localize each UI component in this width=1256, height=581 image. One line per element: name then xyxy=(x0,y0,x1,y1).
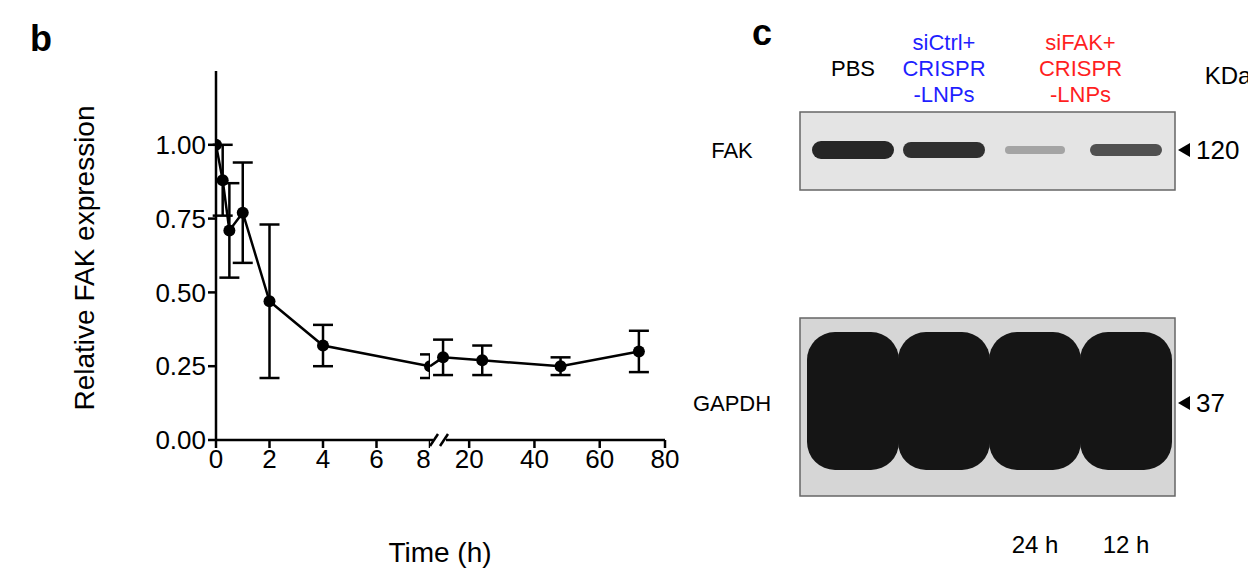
svg-text:GAPDH: GAPDH xyxy=(693,391,771,416)
svg-text:CRISPR: CRISPR xyxy=(1039,56,1122,81)
html-text:b: b xyxy=(30,18,52,59)
svg-text:KDa: KDa xyxy=(1205,62,1248,89)
svg-text:120: 120 xyxy=(1196,135,1239,165)
svg-text:0.50: 0.50 xyxy=(155,278,206,308)
svg-text:60: 60 xyxy=(585,444,614,474)
svg-text:FAK: FAK xyxy=(711,138,753,163)
svg-text:4: 4 xyxy=(316,444,330,474)
svg-text:0.75: 0.75 xyxy=(155,204,206,234)
svg-text:c: c xyxy=(752,12,772,53)
svg-text:siFAK+: siFAK+ xyxy=(1045,30,1115,55)
svg-text:siCtrl+: siCtrl+ xyxy=(913,30,976,55)
html-text:Relative FAK expression: Relative FAK expression xyxy=(69,105,100,411)
svg-text:1.00: 1.00 xyxy=(155,130,206,160)
svg-text:-LNPs: -LNPs xyxy=(913,82,974,107)
svg-text:6: 6 xyxy=(369,444,383,474)
svg-text:-LNPs: -LNPs xyxy=(1050,82,1111,107)
svg-text:8: 8 xyxy=(416,444,430,474)
svg-text:0.25: 0.25 xyxy=(155,351,206,381)
svg-text:CRISPR: CRISPR xyxy=(902,56,985,81)
svg-text:0: 0 xyxy=(209,444,223,474)
svg-text:2: 2 xyxy=(262,444,276,474)
svg-text:12 h: 12 h xyxy=(1103,531,1150,558)
svg-text:80: 80 xyxy=(651,444,680,474)
svg-text:PBS: PBS xyxy=(831,56,875,81)
svg-text:40: 40 xyxy=(520,444,549,474)
svg-text:20: 20 xyxy=(455,444,484,474)
svg-text:24 h: 24 h xyxy=(1012,531,1059,558)
html-text:Time (h): Time (h) xyxy=(388,537,492,568)
svg-text:37: 37 xyxy=(1196,388,1225,418)
svg-text:0.00: 0.00 xyxy=(155,425,206,455)
